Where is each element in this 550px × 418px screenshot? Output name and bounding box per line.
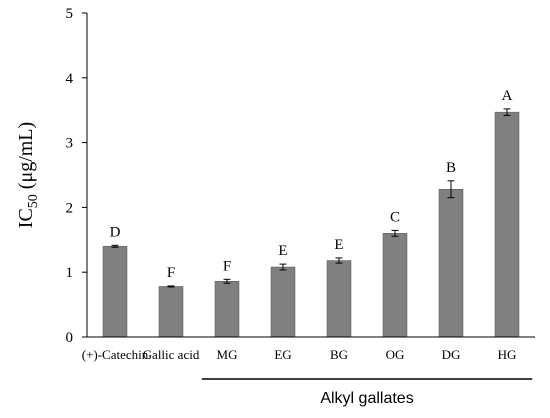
error-bar	[223, 278, 231, 284]
group-label: Alkyl gallates	[320, 390, 413, 407]
y-tick-label: 0	[66, 330, 74, 346]
error-bar	[279, 263, 287, 271]
bars	[102, 111, 520, 338]
significance-letter: A	[502, 88, 513, 104]
y-tick-label: 4	[66, 71, 74, 87]
x-category-label: Gallic acid	[143, 347, 200, 362]
x-category-label: BG	[330, 347, 348, 362]
bar	[494, 111, 520, 338]
x-category-label: (+)-Catechin	[82, 347, 149, 362]
x-category-label: MG	[217, 347, 238, 362]
error-bar	[111, 244, 119, 248]
x-category-label: HG	[498, 347, 517, 362]
significance-letter: C	[390, 209, 400, 225]
y-tick-label: 2	[66, 200, 74, 216]
significance-letter: F	[223, 258, 231, 274]
bar	[158, 286, 184, 338]
y-tick-label: 1	[66, 265, 74, 281]
y-ticks: 0 1 2 3 4 5	[66, 6, 87, 346]
error-bars	[111, 108, 511, 288]
error-bar	[391, 229, 399, 237]
bar	[438, 189, 464, 338]
significance-letter: D	[110, 224, 121, 240]
significance-letter: E	[278, 243, 287, 259]
y-axis-title-subscript: 50	[26, 194, 41, 208]
error-bar	[167, 285, 175, 288]
y-tick-label: 5	[66, 6, 74, 22]
significance-letter: E	[334, 237, 343, 253]
significance-letters: D F F E E C B A	[110, 88, 513, 281]
y-axis-title-unit: (μg/mL)	[15, 122, 37, 194]
bar	[382, 233, 408, 338]
significance-letter: B	[446, 160, 456, 176]
y-axis-title: IC50 (μg/mL)	[15, 122, 41, 228]
error-bar	[335, 257, 343, 264]
bar	[326, 260, 352, 338]
x-category-label: DG	[442, 347, 461, 362]
x-category-label: OG	[386, 347, 405, 362]
error-bar	[447, 180, 455, 199]
error-bar	[503, 108, 511, 116]
y-tick-label: 3	[66, 136, 74, 152]
bar	[102, 246, 128, 338]
bar	[214, 281, 240, 338]
y-axis-title-main: IC	[15, 208, 37, 228]
bar	[270, 266, 296, 338]
x-category-label: EG	[274, 347, 291, 362]
significance-letter: F	[167, 265, 175, 281]
